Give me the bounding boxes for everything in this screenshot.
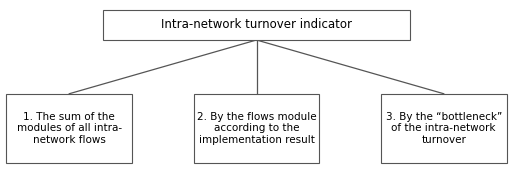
Text: 1. The sum of the
modules of all intra-
network flows: 1. The sum of the modules of all intra- … [17,111,122,145]
Bar [103,10,410,40]
Bar [194,94,319,163]
Bar [7,94,132,163]
Bar [381,94,506,163]
Text: 2. By the flows module
according to the
implementation result: 2. By the flows module according to the … [196,111,317,145]
Text: Intra-network turnover indicator: Intra-network turnover indicator [161,18,352,31]
Text: 3. By the “bottleneck”
of the intra-network
turnover: 3. By the “bottleneck” of the intra-netw… [386,111,502,145]
